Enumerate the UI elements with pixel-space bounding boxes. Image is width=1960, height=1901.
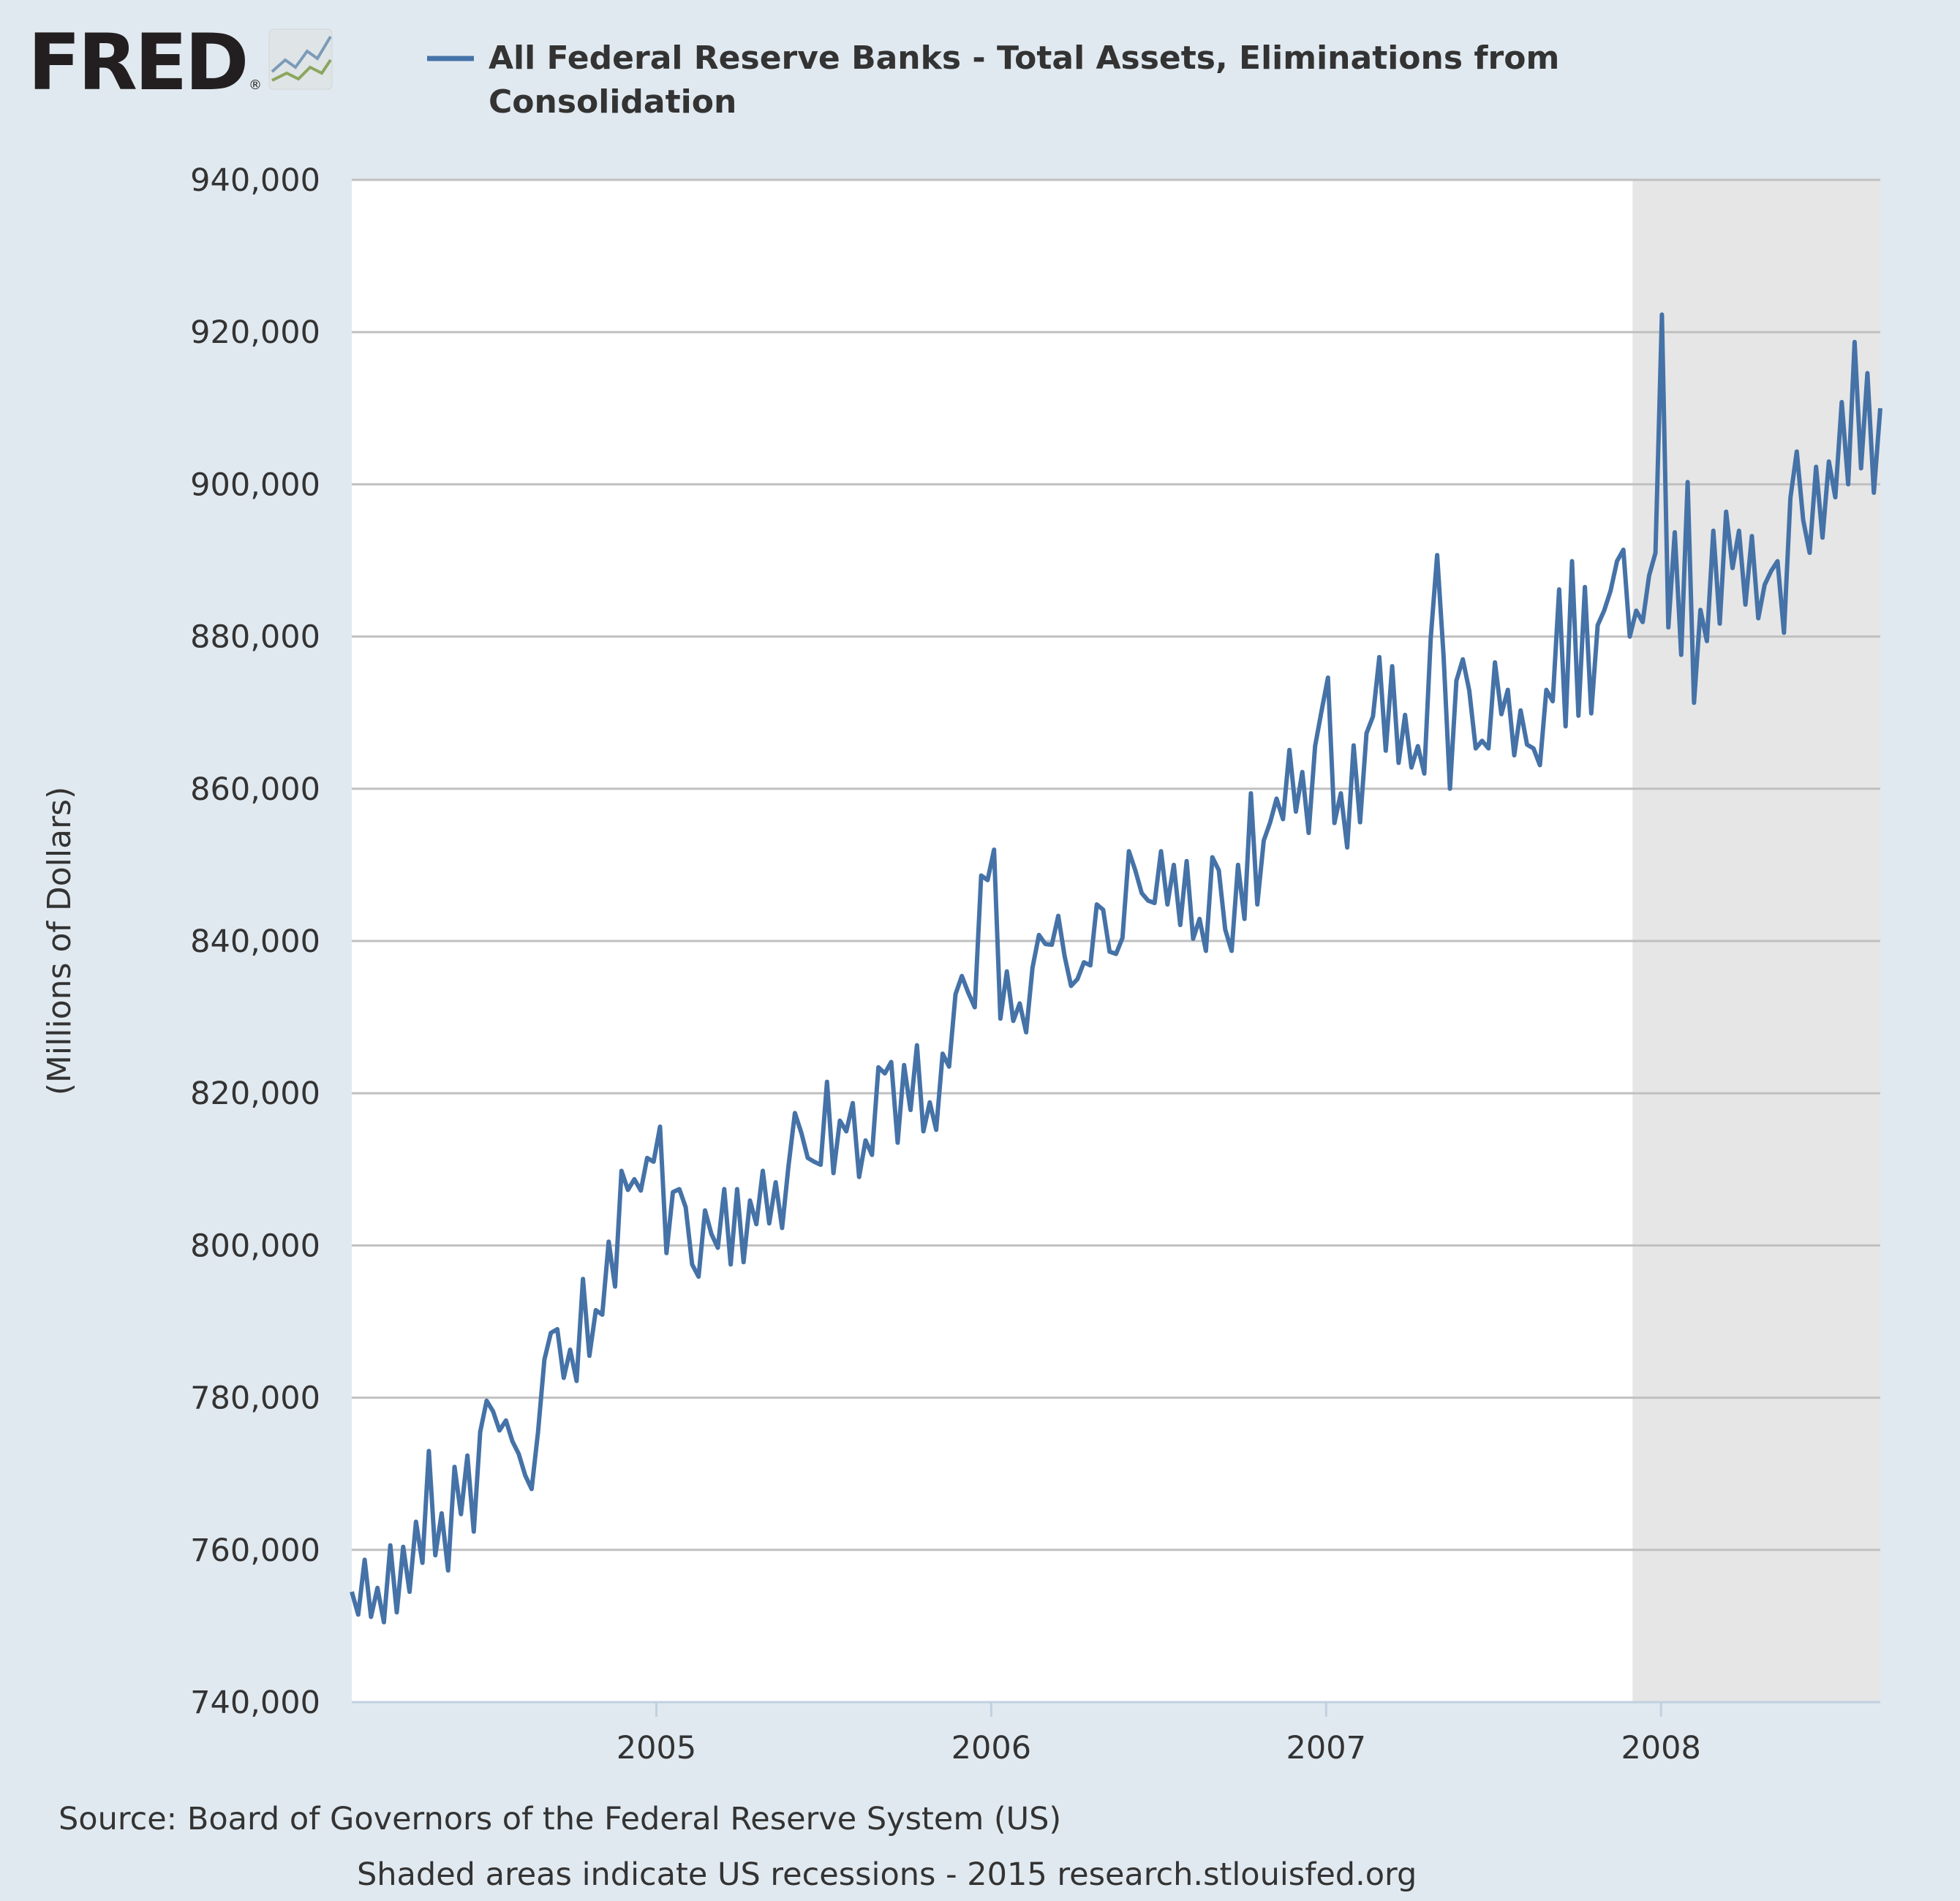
y-tick-label: 760,000	[190, 1532, 320, 1569]
x-tick-label: 2008	[1621, 1730, 1700, 1766]
y-tick-label: 920,000	[190, 314, 320, 351]
gridlines	[352, 178, 1880, 1552]
fred-logo-registered: ®	[249, 78, 262, 93]
y-tick-label: 940,000	[190, 162, 320, 199]
x-tick-label: 2007	[1286, 1730, 1366, 1766]
recession-note: Shaded areas indicate US recessions - 20…	[357, 1856, 1417, 1893]
y-tick-label: 880,000	[190, 619, 320, 656]
legend-label-line1: All Federal Reserve Banks - Total Assets…	[489, 39, 1559, 77]
series-line	[350, 312, 1882, 1625]
y-tick-label: 800,000	[190, 1228, 320, 1264]
y-tick-label: 860,000	[190, 771, 320, 808]
legend-label-line2: Consolidation	[489, 83, 736, 121]
series-layer	[350, 312, 1882, 1625]
y-axis-ticks: 740,000 760,000 780,000 800,000 820,000 840,0…	[190, 162, 320, 1721]
legend: All Federal Reserve Banks - Total Assets…	[427, 39, 1559, 121]
y-axis-label: (Millions of Dollars)	[41, 787, 78, 1096]
y-tick-label: 740,000	[190, 1685, 320, 1721]
y-tick-label: 840,000	[190, 923, 320, 960]
x-tick-label: 2005	[617, 1730, 696, 1766]
source-note: Source: Board of Governors of the Federa…	[59, 1801, 1061, 1837]
x-axis-ticks: 2005 2006 2007 2008	[617, 1702, 1701, 1766]
y-tick-label: 820,000	[190, 1076, 320, 1112]
fred-logo-text: FRED	[28, 18, 246, 107]
y-tick-label: 780,000	[190, 1380, 320, 1417]
y-tick-label: 900,000	[190, 466, 320, 503]
trend-lines-icon	[268, 29, 333, 90]
fred-logo[interactable]: FRED ®	[28, 18, 333, 107]
x-tick-label: 2006	[951, 1730, 1031, 1766]
